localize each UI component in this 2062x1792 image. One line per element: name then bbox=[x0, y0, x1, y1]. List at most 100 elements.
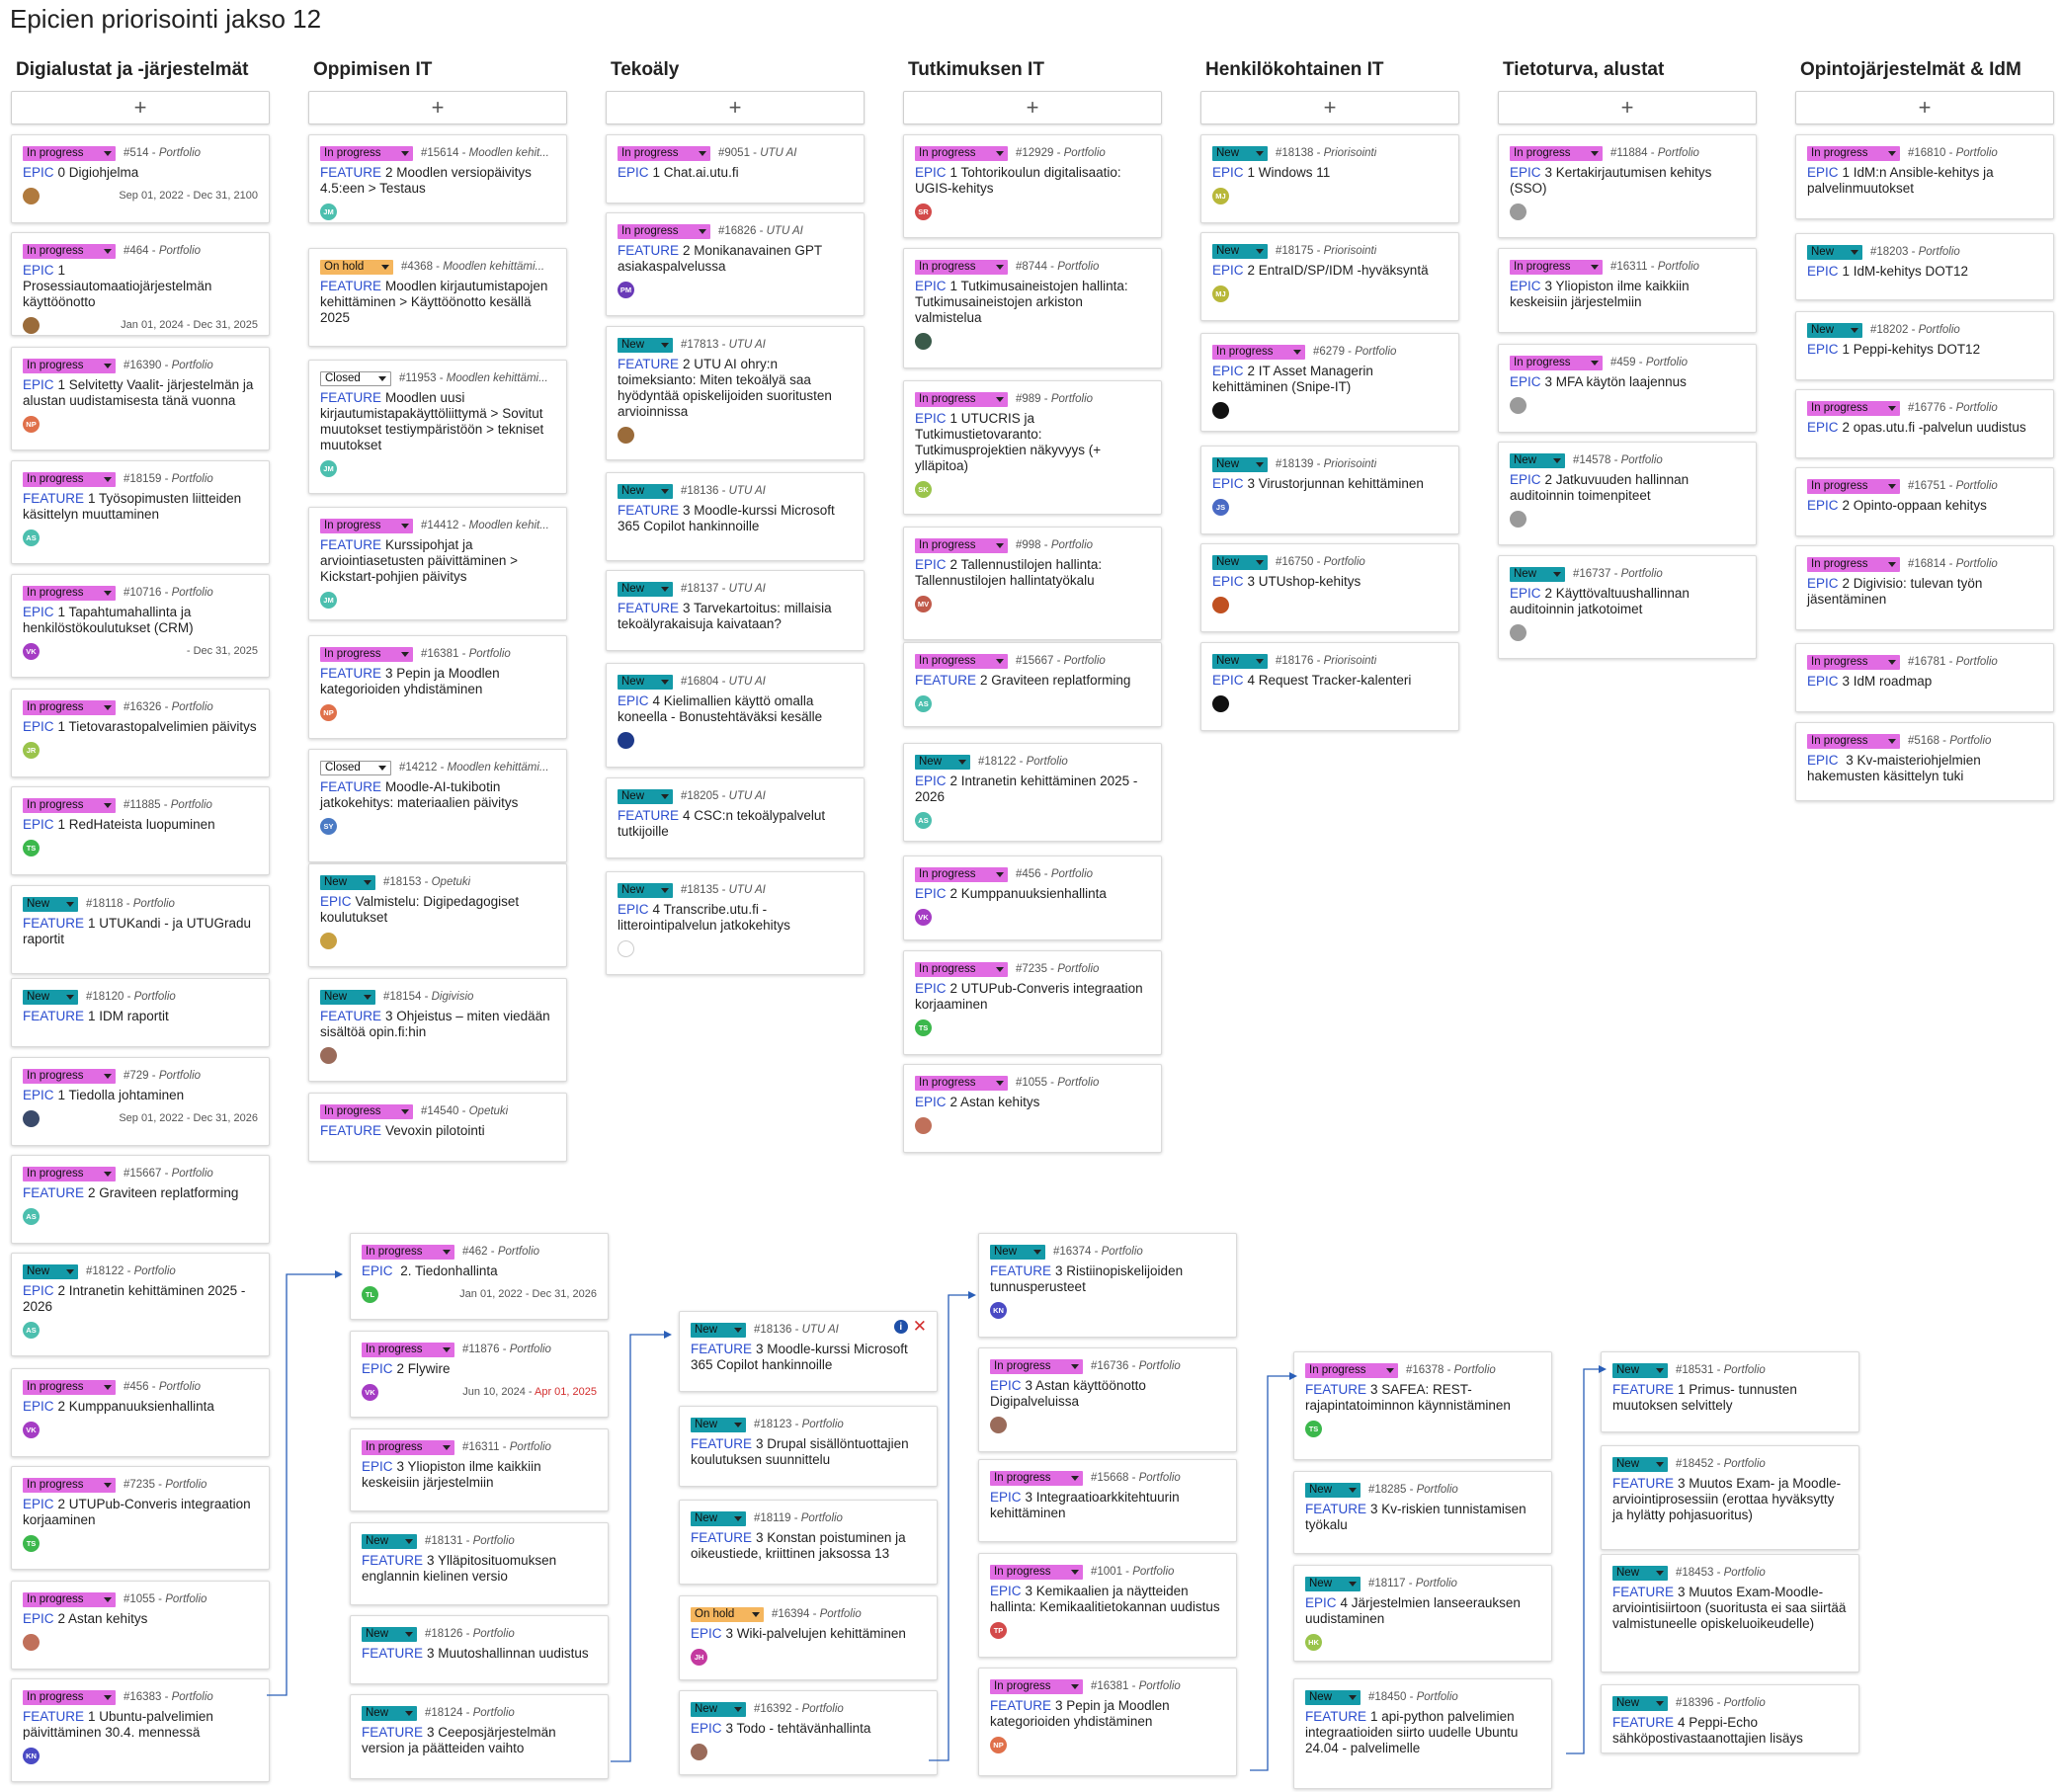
status-dropdown[interactable]: In progress bbox=[23, 145, 116, 161]
work-item-card[interactable]: New #14578 - Portfolio EPIC 2 Jatkuvuuden h… bbox=[1498, 442, 1757, 545]
avatar[interactable]: MJ bbox=[1212, 285, 1229, 302]
add-card-button[interactable]: + bbox=[903, 91, 1162, 124]
work-item-card[interactable]: In progress #7235 - Portfolio EPIC 2 UTUPub… bbox=[903, 950, 1162, 1055]
work-item-id[interactable]: #18139 bbox=[1276, 458, 1314, 470]
work-item-id[interactable]: #18124 bbox=[425, 1707, 463, 1719]
card-title[interactable]: EPIC 1 IdM:n Ansible-kehitys ja palvelinm… bbox=[1807, 165, 2042, 197]
work-item-id[interactable]: #16804 bbox=[681, 676, 719, 688]
work-item-card[interactable]: In progress #16736 - Portfolio EPIC 3 Astan… bbox=[978, 1347, 1237, 1452]
work-item-id[interactable]: #18450 bbox=[1368, 1691, 1407, 1703]
card-title[interactable]: EPIC 3 Yliopiston ilme kaikkiin keskeisii… bbox=[1510, 279, 1745, 310]
card-title[interactable]: EPIC 2 Intranetin kehittäminen 2025 - 202… bbox=[915, 774, 1150, 805]
work-item-id[interactable]: #514 bbox=[124, 147, 149, 159]
work-item-id[interactable]: #12929 bbox=[1016, 147, 1054, 159]
card-title[interactable]: FEATURE Vevoxin pilotointi bbox=[320, 1123, 555, 1139]
work-item-card[interactable]: In progress #7235 - Portfolio EPIC 2 UTUPub… bbox=[11, 1466, 270, 1570]
card-title[interactable]: EPIC 3 Kertakirjautumisen kehitys (SSO) bbox=[1510, 165, 1745, 197]
card-title[interactable]: FEATURE 3 Moodle-kurssi Microsoft 365 Cop… bbox=[618, 503, 853, 534]
status-dropdown[interactable]: New bbox=[1612, 1695, 1668, 1711]
work-item-id[interactable]: #16751 bbox=[1908, 480, 1946, 492]
work-item-id[interactable]: #16810 bbox=[1908, 147, 1946, 159]
card-title[interactable]: EPIC 2 Opinto-oppaan kehitys bbox=[1807, 498, 2042, 514]
card-title[interactable]: EPIC 1 UTUCRIS ja Tutkimustietovaranto: T… bbox=[915, 411, 1150, 474]
work-item-id[interactable]: #11876 bbox=[462, 1344, 500, 1355]
card-title[interactable]: FEATURE 2 Monikanavainen GPT asiakaspalve… bbox=[618, 243, 853, 275]
work-item-card[interactable]: In progress #15614 - Moodlen kehit... FEAT… bbox=[308, 134, 567, 223]
status-dropdown[interactable]: New bbox=[990, 1244, 1045, 1260]
avatar[interactable]: JM bbox=[320, 203, 337, 220]
status-dropdown[interactable]: In progress bbox=[1807, 556, 1900, 572]
status-dropdown[interactable]: In progress bbox=[320, 145, 413, 161]
work-item-card[interactable]: New #16750 - Portfolio EPIC 3 UTUshop-kehit… bbox=[1200, 543, 1459, 632]
status-dropdown[interactable]: New bbox=[618, 337, 673, 353]
card-title[interactable]: EPIC 4 Request Tracker-kalenteri bbox=[1212, 673, 1447, 689]
status-dropdown[interactable]: In progress bbox=[23, 1689, 116, 1705]
work-item-card[interactable]: New #18123 - Portfolio FEATURE 3 Drupal sis… bbox=[679, 1406, 938, 1487]
card-title[interactable]: FEATURE 3 Konstan poistuminen ja oikeusti… bbox=[691, 1530, 926, 1562]
work-item-id[interactable]: #18120 bbox=[86, 991, 124, 1003]
card-title[interactable]: EPIC 3 Integraatioarkkitehtuurin kehittäm… bbox=[990, 1490, 1225, 1521]
work-item-id[interactable]: #18153 bbox=[383, 876, 422, 888]
work-item-card[interactable]: In progress #8744 - Portfolio EPIC 1 Tutkim… bbox=[903, 248, 1162, 368]
status-dropdown[interactable]: In progress bbox=[1807, 145, 1900, 161]
status-dropdown[interactable]: New bbox=[1612, 1456, 1668, 1472]
work-item-card[interactable]: New #18531 - Portfolio FEATURE 1 Primus- tu… bbox=[1601, 1351, 1859, 1432]
status-dropdown[interactable]: In progress bbox=[990, 1564, 1083, 1580]
card-title[interactable]: EPIC 2. Tiedonhallinta bbox=[362, 1263, 597, 1279]
card-title[interactable]: EPIC 4 Transcribe.utu.fi - litterointipal… bbox=[618, 902, 853, 934]
work-item-card[interactable]: In progress #15667 - Portfolio FEATURE 2 Gr… bbox=[11, 1155, 270, 1244]
status-dropdown[interactable]: On hold bbox=[320, 259, 393, 275]
work-item-card[interactable]: Closed #11953 - Moodlen kehittämi... FEATU… bbox=[308, 360, 567, 494]
avatar[interactable]: TL bbox=[362, 1285, 378, 1303]
card-title[interactable]: FEATURE 3 Kv-riskien tunnistamisen työkal… bbox=[1305, 1502, 1540, 1533]
avatar[interactable] bbox=[691, 1743, 707, 1760]
status-dropdown[interactable]: New bbox=[691, 1510, 746, 1526]
status-dropdown[interactable]: New bbox=[1212, 145, 1268, 161]
status-dropdown[interactable]: New bbox=[1212, 554, 1268, 570]
status-dropdown[interactable]: New bbox=[23, 989, 78, 1005]
avatar[interactable]: TS bbox=[23, 839, 40, 856]
work-item-id[interactable]: #18135 bbox=[681, 884, 719, 896]
work-item-card[interactable]: New #18122 - Portfolio EPIC 2 Intranetin ke… bbox=[903, 743, 1162, 842]
avatar[interactable]: AS bbox=[915, 694, 932, 712]
avatar[interactable] bbox=[1510, 396, 1526, 414]
card-title[interactable]: EPIC 1 Chat.ai.utu.fi bbox=[618, 165, 853, 181]
work-item-card[interactable]: New #18119 - Portfolio FEATURE 3 Konstan po… bbox=[679, 1500, 938, 1585]
work-item-card[interactable]: In progress #989 - Portfolio EPIC 1 UTUCRIS… bbox=[903, 380, 1162, 515]
card-title[interactable]: FEATURE 3 Tarvekartoitus: millaisia tekoä… bbox=[618, 601, 853, 632]
card-title[interactable]: EPIC 3 Kemikaalien ja näytteiden hallinta… bbox=[990, 1584, 1225, 1615]
card-title[interactable]: EPIC Valmistelu: Digipedagogiset koulutuk… bbox=[320, 894, 555, 926]
work-item-id[interactable]: #18205 bbox=[681, 790, 719, 802]
work-item-id[interactable]: #18453 bbox=[1676, 1567, 1714, 1579]
work-item-id[interactable]: #17813 bbox=[681, 339, 719, 351]
work-item-card[interactable]: New #16737 - Portfolio EPIC 2 Käyttövaltuus… bbox=[1498, 555, 1757, 659]
card-title[interactable]: EPIC 3 Todo - tehtävänhallinta bbox=[691, 1721, 926, 1737]
status-dropdown[interactable]: In progress bbox=[320, 1103, 413, 1119]
status-dropdown[interactable]: In progress bbox=[1807, 478, 1900, 494]
card-title[interactable]: FEATURE 1 Ubuntu-palvelimien päivittämine… bbox=[23, 1709, 258, 1741]
work-item-id[interactable]: #16311 bbox=[462, 1441, 500, 1453]
card-title[interactable]: FEATURE 3 SAFEA: REST-rajapintatoiminnon … bbox=[1305, 1382, 1540, 1414]
status-dropdown[interactable]: In progress bbox=[915, 145, 1008, 161]
status-dropdown[interactable]: In progress bbox=[915, 391, 1008, 407]
avatar[interactable] bbox=[23, 1109, 40, 1127]
work-item-id[interactable]: #18117 bbox=[1368, 1578, 1406, 1589]
avatar[interactable]: JS bbox=[1212, 498, 1229, 516]
work-item-id[interactable]: #18123 bbox=[754, 1419, 792, 1430]
avatar[interactable]: NP bbox=[320, 703, 337, 721]
card-title[interactable]: EPIC 1 Peppi-kehitys DOT12 bbox=[1807, 342, 2042, 358]
work-item-card[interactable]: In progress #16381 - Portfolio FEATURE 3 Pe… bbox=[308, 635, 567, 739]
card-title[interactable]: EPIC 2 Kumppanuuksienhallinta bbox=[23, 1399, 258, 1415]
work-item-card[interactable]: In progress #1055 - Portfolio EPIC 2 Astan … bbox=[11, 1581, 270, 1670]
avatar[interactable] bbox=[1510, 623, 1526, 641]
card-title[interactable]: FEATURE 1 UTUKandi - ja UTUGradu raportit bbox=[23, 916, 258, 947]
status-dropdown[interactable]: In progress bbox=[1212, 344, 1305, 360]
card-title[interactable]: FEATURE 1 Työsopimusten liitteiden käsitt… bbox=[23, 491, 258, 523]
avatar[interactable]: SR bbox=[915, 203, 932, 220]
work-item-card[interactable]: New #18139 - Priorisointi EPIC 3 Virustorju… bbox=[1200, 446, 1459, 534]
card-title[interactable]: EPIC 2 Digivisio: tulevan työn jäsentämin… bbox=[1807, 576, 2042, 608]
work-item-id[interactable]: #9051 bbox=[718, 147, 750, 159]
avatar[interactable] bbox=[320, 932, 337, 949]
work-item-card[interactable]: In progress #11885 - Portfolio EPIC 1 RedHa… bbox=[11, 786, 270, 875]
work-item-id[interactable]: #15614 bbox=[421, 147, 459, 159]
